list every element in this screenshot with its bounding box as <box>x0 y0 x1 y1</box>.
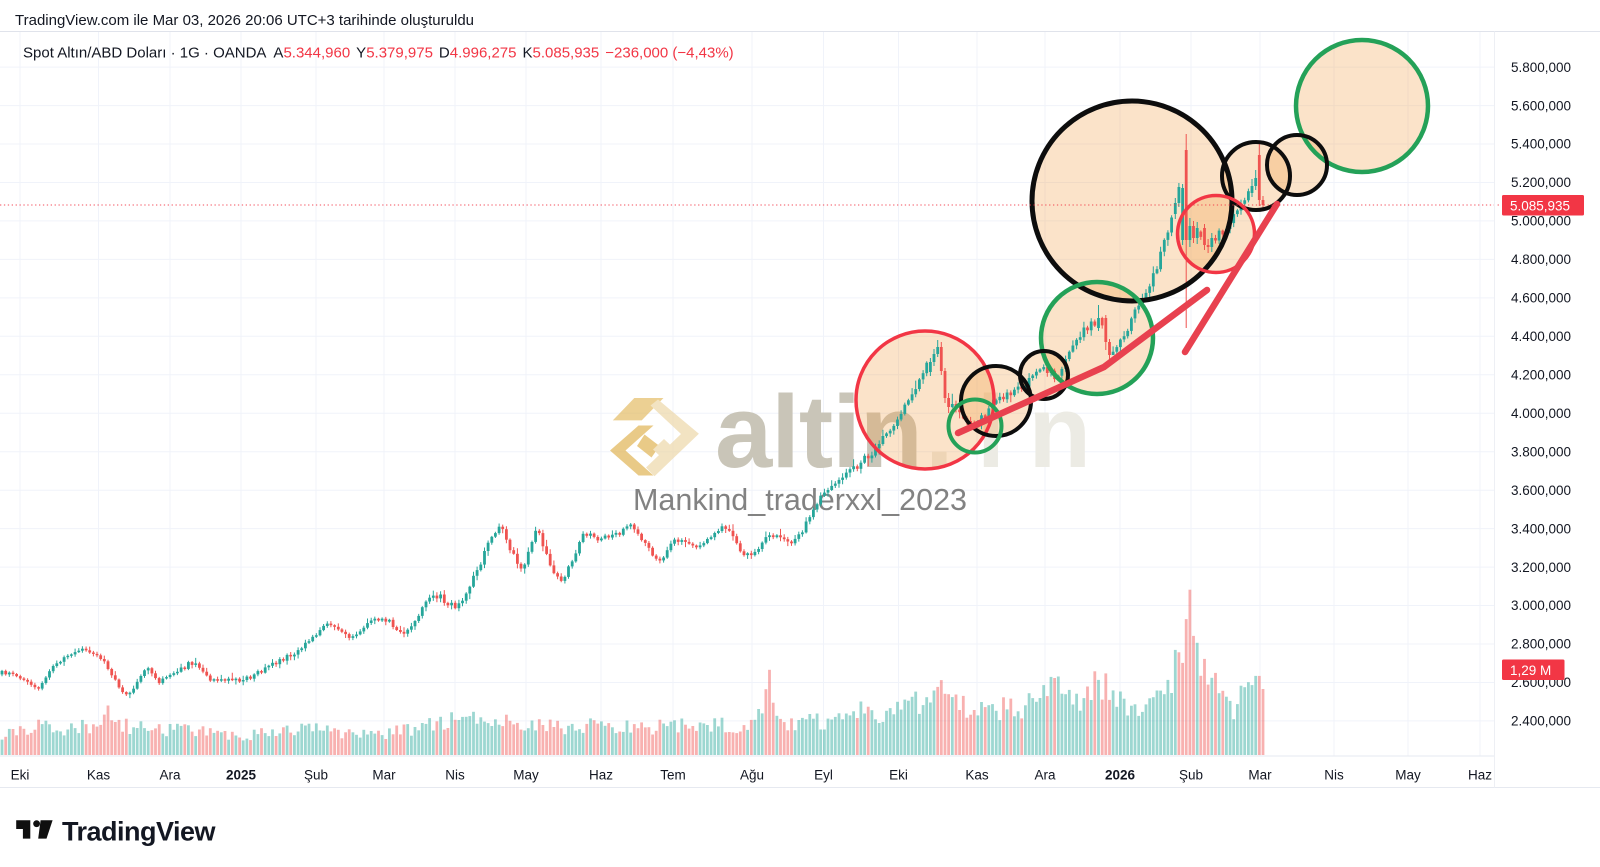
svg-text:3.000,000: 3.000,000 <box>1511 598 1571 613</box>
svg-text:5.600,000: 5.600,000 <box>1511 98 1571 113</box>
svg-text:TradingView.com ile Mar 03, 20: TradingView.com ile Mar 03, 2026 20:06 U… <box>15 12 474 29</box>
svg-text:Şub: Şub <box>304 768 328 783</box>
svg-text:5.200,000: 5.200,000 <box>1511 175 1571 190</box>
svg-text:Kas: Kas <box>965 768 989 783</box>
svg-text:Nis: Nis <box>445 768 465 783</box>
svg-text:Spot Altın/ABD Doları · 1G · O: Spot Altın/ABD Doları · 1G · OANDA A5.344… <box>23 45 734 62</box>
svg-text:1,29 M: 1,29 M <box>1510 663 1551 678</box>
svg-text:5.085,935: 5.085,935 <box>1510 199 1570 214</box>
svg-text:5.400,000: 5.400,000 <box>1511 137 1571 152</box>
svg-text:4.000,000: 4.000,000 <box>1511 406 1571 421</box>
svg-text:Ara: Ara <box>1034 768 1056 783</box>
svg-text:May: May <box>1395 768 1421 783</box>
svg-text:Haz: Haz <box>1468 768 1492 783</box>
svg-text:4.800,000: 4.800,000 <box>1511 252 1571 267</box>
svg-text:3.600,000: 3.600,000 <box>1511 483 1571 498</box>
svg-text:Haz: Haz <box>589 768 613 783</box>
svg-text:Ara: Ara <box>159 768 181 783</box>
svg-text:4.400,000: 4.400,000 <box>1511 329 1571 344</box>
svg-text:altin: altin <box>715 374 922 489</box>
svg-text:Mankind_traderxxl_2023: Mankind_traderxxl_2023 <box>633 483 967 517</box>
svg-text:Mar: Mar <box>372 768 396 783</box>
svg-text:3.200,000: 3.200,000 <box>1511 560 1571 575</box>
svg-text:2.800,000: 2.800,000 <box>1511 637 1571 652</box>
svg-text:TradingView: TradingView <box>62 817 217 847</box>
svg-text:Şub: Şub <box>1179 768 1203 783</box>
svg-text:Eki: Eki <box>11 768 30 783</box>
svg-text:Ağu: Ağu <box>740 768 764 783</box>
svg-text:May: May <box>513 768 539 783</box>
svg-text:Eki: Eki <box>889 768 908 783</box>
svg-text:2025: 2025 <box>226 768 257 783</box>
svg-text:Nis: Nis <box>1324 768 1344 783</box>
svg-text:Mar: Mar <box>1248 768 1272 783</box>
svg-text:5.800,000: 5.800,000 <box>1511 60 1571 75</box>
svg-text:3.800,000: 3.800,000 <box>1511 444 1571 459</box>
svg-text:3.400,000: 3.400,000 <box>1511 521 1571 536</box>
svg-text:Eyl: Eyl <box>814 768 833 783</box>
svg-text:4.600,000: 4.600,000 <box>1511 291 1571 306</box>
svg-text:5.000,000: 5.000,000 <box>1511 214 1571 229</box>
svg-text:2026: 2026 <box>1105 768 1136 783</box>
svg-text:Kas: Kas <box>87 768 111 783</box>
svg-text:2.400,000: 2.400,000 <box>1511 714 1571 729</box>
svg-text:4.200,000: 4.200,000 <box>1511 368 1571 383</box>
svg-text:Tem: Tem <box>660 768 686 783</box>
